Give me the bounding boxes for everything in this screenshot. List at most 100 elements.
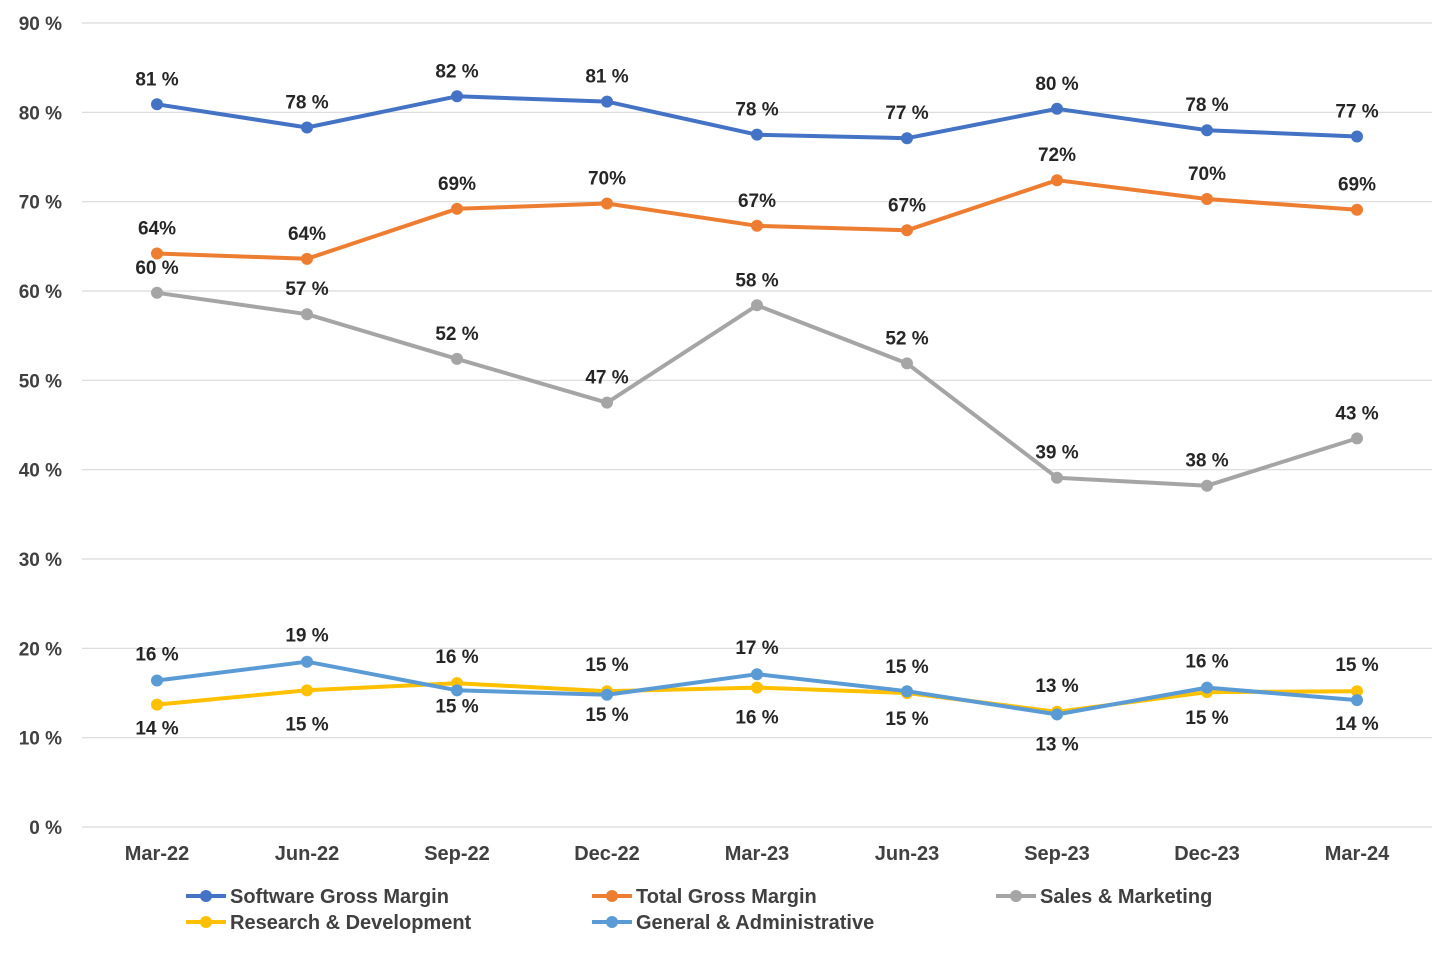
data-point: [601, 688, 613, 701]
y-tick-label: 40 %: [19, 461, 62, 482]
data-point: [301, 684, 313, 697]
data-point: [451, 684, 463, 697]
data-label: 15 %: [585, 655, 628, 676]
data-point: [451, 202, 463, 215]
data-label: 70%: [588, 168, 626, 189]
data-label: 67%: [738, 191, 776, 212]
data-label: 78 %: [285, 93, 328, 114]
data-label: 17 %: [735, 638, 778, 659]
x-tick-label: Mar-24: [1325, 843, 1390, 865]
data-point: [151, 247, 163, 260]
data-point: [751, 219, 763, 232]
data-label: 82 %: [435, 61, 478, 82]
x-tick-label: Sep-22: [424, 843, 490, 865]
y-tick-label: 50 %: [19, 371, 62, 392]
data-point: [1351, 694, 1363, 707]
data-point: [751, 668, 763, 681]
data-point: [301, 655, 313, 668]
data-label: 77 %: [1335, 101, 1378, 122]
data-label: 78 %: [1185, 95, 1228, 116]
data-label: 38 %: [1185, 451, 1228, 472]
x-tick-label: Mar-23: [725, 843, 789, 865]
data-label: 15 %: [585, 705, 628, 726]
legend-label: Software Gross Margin: [230, 886, 449, 908]
data-point: [451, 352, 463, 365]
data-label: 15 %: [885, 709, 928, 730]
data-point: [1201, 479, 1213, 492]
data-label: 16 %: [135, 644, 178, 665]
legend-label: Sales & Marketing: [1040, 886, 1212, 908]
data-label: 43 %: [1335, 403, 1378, 424]
y-tick-label: 80 %: [19, 103, 62, 124]
gridlines: [82, 22, 1432, 828]
legend-label: General & Administrative: [636, 912, 874, 934]
data-label: 58 %: [735, 270, 778, 291]
data-point: [1351, 685, 1363, 698]
data-label: 15 %: [435, 696, 478, 717]
data-point: [901, 224, 913, 237]
data-label: 60 %: [135, 258, 178, 279]
data-point: [151, 286, 163, 299]
data-label: 57 %: [285, 279, 328, 300]
data-point: [1351, 130, 1363, 143]
data-label: 78 %: [735, 100, 778, 121]
data-point: [1201, 192, 1213, 205]
data-label: 80 %: [1035, 74, 1078, 95]
data-point: [901, 357, 913, 370]
y-tick-label: 70 %: [19, 193, 62, 214]
series-line: [155, 290, 1359, 488]
legend-marker: [1010, 890, 1022, 902]
data-label: 13 %: [1035, 734, 1078, 755]
data-label: 16 %: [1185, 652, 1228, 673]
data-point: [151, 698, 163, 711]
data-label: 13 %: [1035, 676, 1078, 697]
x-tick-label: Jun-22: [275, 843, 339, 865]
data-point: [1051, 174, 1063, 187]
data-label: 64%: [138, 218, 176, 239]
x-tick-label: Dec-23: [1174, 843, 1240, 865]
data-label: 69%: [438, 174, 476, 195]
data-point: [301, 308, 313, 321]
data-point: [1051, 471, 1063, 484]
data-label: 14 %: [1335, 714, 1378, 735]
data-label: 52 %: [435, 324, 478, 345]
data-label: 16 %: [735, 708, 778, 729]
y-tick-label: 30 %: [19, 550, 62, 571]
legend-marker: [606, 916, 618, 928]
legend-marker: [200, 890, 212, 902]
y-tick-label: 20 %: [19, 639, 62, 660]
y-tick-label: 90 %: [19, 14, 62, 35]
data-label: 67%: [888, 195, 926, 216]
data-label: 15 %: [885, 657, 928, 678]
data-point: [751, 299, 763, 312]
y-axis: 0 % 10 % 20 % 30 % 40 % 50 % 60 % 70 % 80 % 90 %: [19, 14, 62, 839]
legend-label: Research & Development: [230, 912, 472, 934]
legend-label: Total Gross Margin: [636, 886, 817, 908]
data-label: 72%: [1038, 145, 1076, 166]
data-label: 69%: [1338, 175, 1376, 196]
x-tick-label: Dec-22: [574, 843, 640, 865]
data-point: [1201, 681, 1213, 694]
legend-marker: [200, 916, 212, 928]
data-point: [1201, 124, 1213, 137]
legend: Software Gross Margin Total Gross Margin S…: [186, 886, 1212, 934]
data-label: 81 %: [585, 67, 628, 88]
x-tick-label: Sep-23: [1024, 843, 1090, 865]
data-point: [1351, 203, 1363, 216]
data-label: 52 %: [885, 328, 928, 349]
data-point: [1351, 432, 1363, 445]
data-point: [751, 128, 763, 141]
x-tick-label: Mar-22: [125, 843, 189, 865]
data-label: 15 %: [1185, 708, 1228, 729]
data-point: [151, 98, 163, 111]
data-labels: 81 % 78 % 82 % 81 % 78 % 77 % 80 % 78 % 77 % 64% 6…: [135, 61, 1378, 755]
data-label: 70%: [1188, 164, 1226, 185]
data-point: [901, 685, 913, 698]
data-point: [601, 95, 613, 108]
data-point: [601, 396, 613, 409]
y-tick-label: 0 %: [29, 818, 62, 839]
data-label: 19 %: [285, 626, 328, 647]
data-label: 47 %: [585, 368, 628, 389]
data-point: [1051, 708, 1063, 721]
